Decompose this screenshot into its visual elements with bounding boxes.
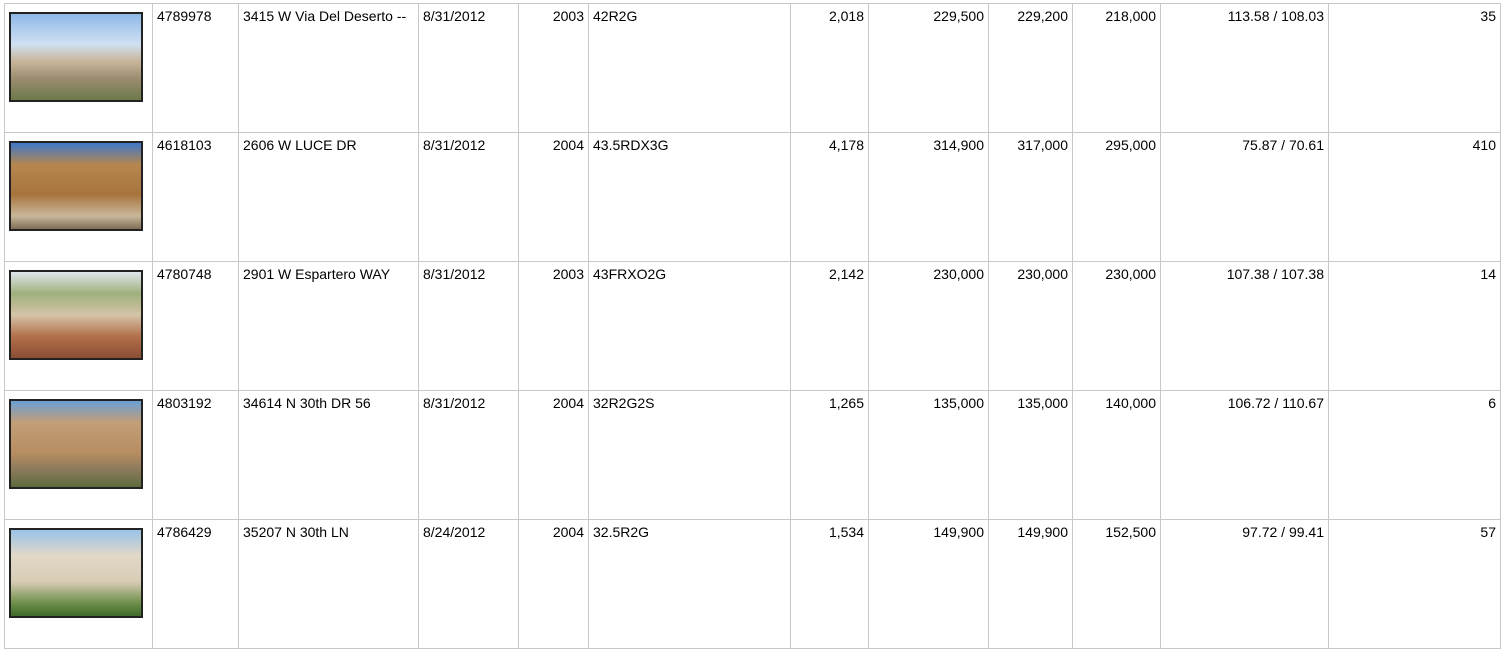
cell: 135,000 [989, 391, 1073, 520]
cell: 57 [1329, 520, 1501, 649]
photo-cell [5, 520, 153, 649]
photo-cell [5, 391, 153, 520]
cell: 107.38 / 107.38 [1161, 262, 1329, 391]
cell: 317,000 [989, 133, 1073, 262]
cell: 140,000 [1073, 391, 1161, 520]
cell: 2606 W LUCE DR [239, 133, 419, 262]
cell: 42R2G [589, 4, 791, 133]
listing-photo [9, 12, 143, 102]
cell: 4786429 [153, 520, 239, 649]
cell: 229,200 [989, 4, 1073, 133]
cell: 4618103 [153, 133, 239, 262]
photo-cell [5, 262, 153, 391]
listing-photo [9, 270, 143, 360]
cell: 135,000 [869, 391, 989, 520]
cell: 113.58 / 108.03 [1161, 4, 1329, 133]
listing-photo [9, 528, 143, 618]
cell: 2003 [519, 262, 589, 391]
cell: 43.5RDX3G [589, 133, 791, 262]
cell: 6 [1329, 391, 1501, 520]
cell: 218,000 [1073, 4, 1161, 133]
cell: 35207 N 30th LN [239, 520, 419, 649]
cell: 2,018 [791, 4, 869, 133]
cell: 32R2G2S [589, 391, 791, 520]
cell: 4,178 [791, 133, 869, 262]
cell: 4803192 [153, 391, 239, 520]
cell: 2,142 [791, 262, 869, 391]
cell: 149,900 [989, 520, 1073, 649]
cell: 2003 [519, 4, 589, 133]
cell: 34614 N 30th DR 56 [239, 391, 419, 520]
cell: 149,900 [869, 520, 989, 649]
cell: 32.5R2G [589, 520, 791, 649]
listing-photo [9, 399, 143, 489]
cell: 75.87 / 70.61 [1161, 133, 1329, 262]
cell: 4789978 [153, 4, 239, 133]
listing-photo [9, 141, 143, 231]
cell: 14 [1329, 262, 1501, 391]
photo-cell [5, 133, 153, 262]
cell: 106.72 / 110.67 [1161, 391, 1329, 520]
cell: 229,500 [869, 4, 989, 133]
cell: 230,000 [869, 262, 989, 391]
cell: 35 [1329, 4, 1501, 133]
cell: 314,900 [869, 133, 989, 262]
cell: 1,265 [791, 391, 869, 520]
photo-cell [5, 4, 153, 133]
cell: 410 [1329, 133, 1501, 262]
cell: 97.72 / 99.41 [1161, 520, 1329, 649]
cell: 230,000 [989, 262, 1073, 391]
cell: 4780748 [153, 262, 239, 391]
cell: 8/31/2012 [419, 391, 519, 520]
cell: 1,534 [791, 520, 869, 649]
cell: 152,500 [1073, 520, 1161, 649]
cell: 295,000 [1073, 133, 1161, 262]
cell: 8/31/2012 [419, 262, 519, 391]
cell: 8/24/2012 [419, 520, 519, 649]
cell: 2004 [519, 520, 589, 649]
cell: 2004 [519, 133, 589, 262]
cell: 43FRXO2G [589, 262, 791, 391]
cell: 8/31/2012 [419, 133, 519, 262]
cell: 3415 W Via Del Deserto -- [239, 4, 419, 133]
cell: 2004 [519, 391, 589, 520]
cell: 2901 W Espartero WAY [239, 262, 419, 391]
cell: 230,000 [1073, 262, 1161, 391]
cell: 8/31/2012 [419, 4, 519, 133]
